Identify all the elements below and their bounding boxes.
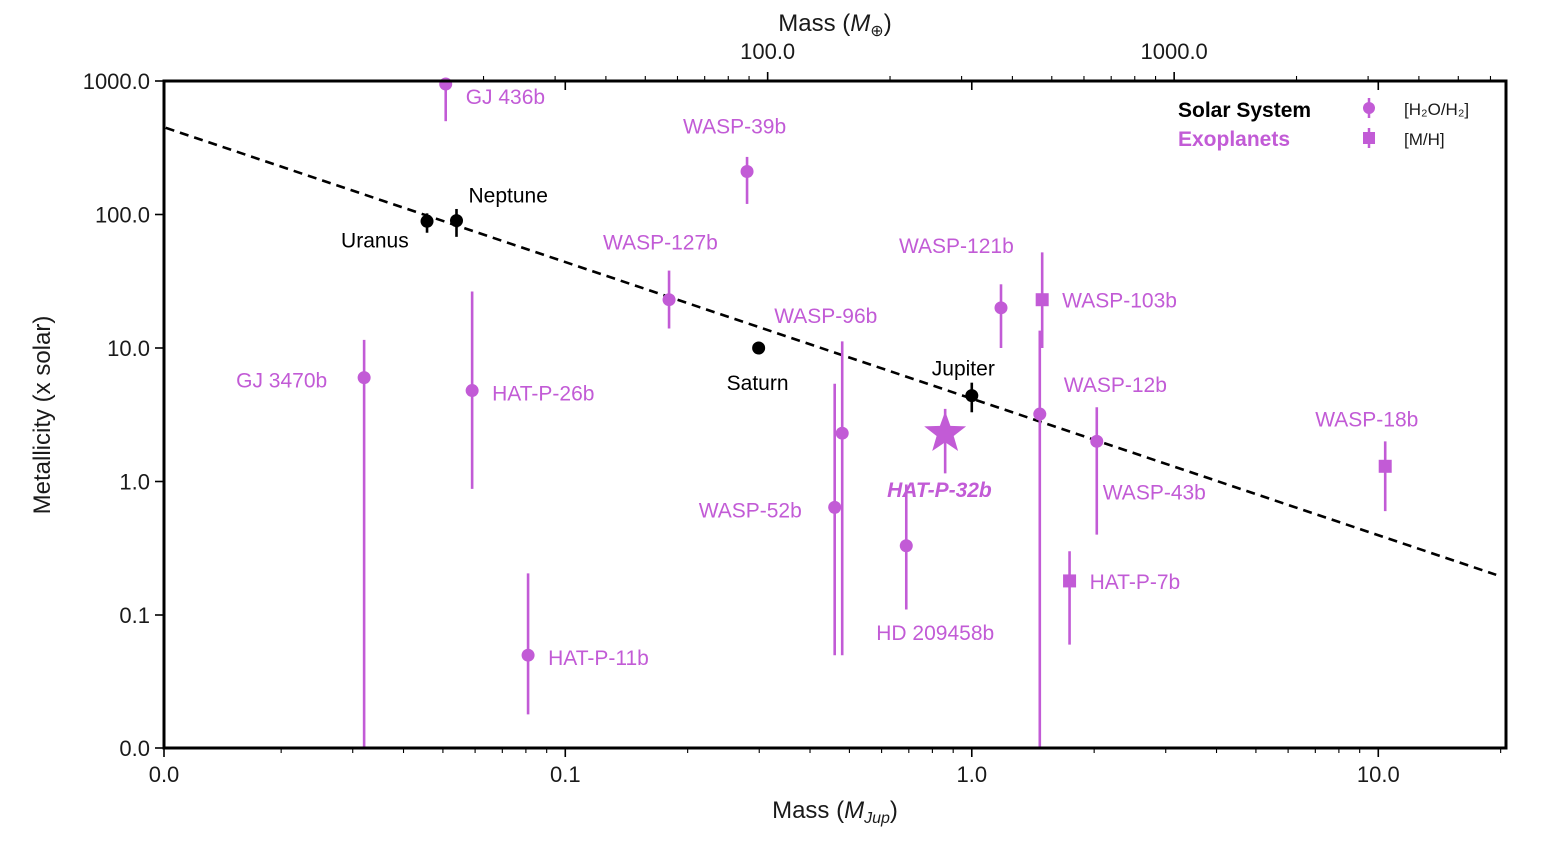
- point-gj-3470b: [357, 371, 371, 385]
- label-wasp-103b: WASP-103b: [1062, 290, 1177, 313]
- point-wasp-96b: [835, 426, 849, 440]
- legend-mh-label: [M/H]: [1404, 130, 1445, 149]
- point-wasp-52b: [828, 500, 842, 514]
- y-tick-label: 10.0: [107, 336, 150, 361]
- y-tick-label: 0.0: [119, 736, 150, 761]
- top-x-tick-label: 100.0: [740, 39, 795, 64]
- label-gj-3470b: GJ 3470b: [236, 370, 327, 393]
- axes-layer: 0.0 0.1 1.0 10.0 100.0 1000.0 1000.0 100.0 10.0 1…: [83, 39, 1502, 787]
- label-hd-209458b: HD 209458b: [876, 622, 994, 645]
- plot-frame: [162, 79, 1508, 750]
- label-wasp-121b: WASP-121b: [899, 235, 1014, 258]
- label-hat-p-7b: HAT-P-7b: [1090, 571, 1181, 594]
- top-x-tick-label: 1000.0: [1141, 39, 1208, 64]
- legend-exoplanets: Exoplanets: [1178, 128, 1290, 151]
- x-tick-label: 10.0: [1357, 762, 1400, 787]
- legend-solar-system: Solar System: [1178, 99, 1311, 122]
- trend-layer: [165, 126, 1497, 577]
- label-hat-p-26b: HAT-P-26b: [492, 383, 594, 406]
- label-uranus: Uranus: [341, 229, 409, 252]
- point-gj-436b: [439, 77, 453, 91]
- legend-square-marker-icon: [1363, 128, 1375, 148]
- label-jupiter: Jupiter: [932, 358, 995, 381]
- y-tick-label: 100.0: [95, 203, 150, 228]
- x-tick-label: 0.0: [149, 762, 180, 787]
- label-gj-436b: GJ 436b: [466, 86, 545, 109]
- point-wasp-103b: [1035, 293, 1049, 307]
- point-neptune: [449, 214, 463, 228]
- point-jupiter: [965, 389, 979, 403]
- label-wasp-52b: WASP-52b: [699, 499, 802, 522]
- label-hat-p-32b: HAT-P-32b: [887, 479, 992, 502]
- legend-circle-marker-icon: [1363, 98, 1375, 118]
- point-wasp-127b: [662, 293, 676, 307]
- point-wasp-18b: [1378, 459, 1392, 473]
- legend: Solar System Exoplanets [H₂O/H₂] [M/H]: [1178, 98, 1469, 151]
- x-tick-label: 1.0: [956, 762, 987, 787]
- labels-layer: Uranus Neptune Saturn Jupiter GJ 436b GJ 3470…: [236, 86, 1418, 670]
- x-axis-label: Mass (MJup): [772, 797, 898, 827]
- y-axis-label: Metallicity (x solar): [29, 316, 56, 515]
- label-wasp-18b: WASP-18b: [1315, 408, 1418, 431]
- point-wasp-39b: [740, 164, 754, 178]
- point-hat-p-26b: [465, 384, 479, 398]
- point-wasp-43b: [1090, 434, 1104, 448]
- y-tick-label: 0.1: [119, 603, 150, 628]
- y-tick-label: 1000.0: [83, 69, 150, 94]
- point-hd-209458b: [899, 539, 913, 553]
- point-saturn: [752, 341, 766, 355]
- point-hat-p-7b: [1063, 574, 1077, 588]
- point-wasp-121b: [994, 301, 1008, 315]
- y-tick-label: 1.0: [119, 470, 150, 495]
- label-wasp-39b: WASP-39b: [683, 115, 786, 138]
- point-wasp-12b: [1033, 407, 1047, 421]
- top-x-axis-label: Mass (M⊕): [778, 10, 891, 40]
- trend-line: [165, 126, 1497, 577]
- x-tick-label: 0.1: [550, 762, 581, 787]
- point-hat-p-32b: [924, 411, 967, 451]
- label-wasp-127b: WASP-127b: [603, 232, 718, 255]
- point-uranus: [420, 214, 434, 228]
- label-hat-p-11b: HAT-P-11b: [548, 647, 649, 670]
- label-wasp-12b: WASP-12b: [1064, 374, 1167, 397]
- points-layer: [357, 77, 1392, 748]
- label-saturn: Saturn: [727, 372, 789, 395]
- label-wasp-43b: WASP-43b: [1103, 481, 1206, 504]
- label-wasp-96b: WASP-96b: [774, 305, 877, 328]
- point-hat-p-11b: [521, 648, 535, 662]
- label-neptune: Neptune: [468, 185, 547, 208]
- legend-h2o-label: [H₂O/H₂]: [1404, 100, 1469, 119]
